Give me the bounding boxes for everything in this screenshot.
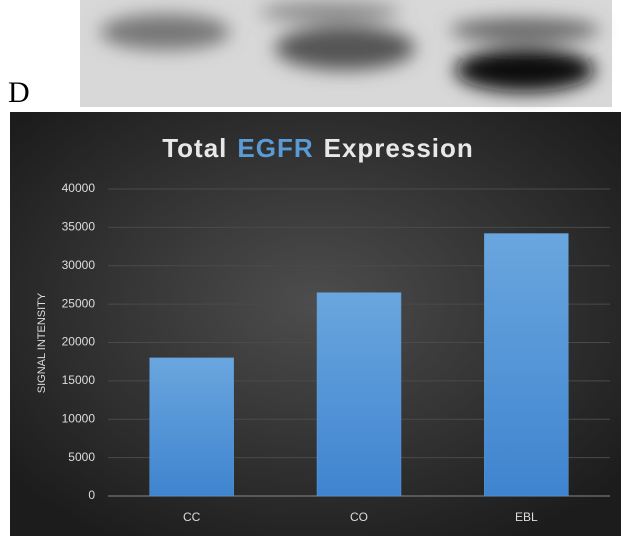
- y-tick-label: 10000: [62, 411, 96, 425]
- x-tick-label: EBL: [515, 510, 538, 524]
- y-tick-label: 30000: [62, 258, 96, 272]
- y-axis-label: SIGNAL INTENSITY: [36, 292, 48, 393]
- title-part: Expression: [324, 133, 474, 163]
- y-tick-label: 5000: [68, 450, 95, 464]
- panel-label: D: [8, 76, 30, 109]
- bar: [484, 233, 569, 497]
- chart-title: Total EGFR Expression: [162, 133, 474, 163]
- y-tick-label: 25000: [62, 296, 96, 310]
- title-part: EGFR: [237, 133, 313, 163]
- blot-image: [80, 0, 612, 107]
- x-tick-label: CC: [183, 510, 201, 524]
- y-tick-label: 20000: [62, 335, 96, 349]
- y-tick-label: 40000: [62, 181, 96, 195]
- x-tick-label: CO: [350, 510, 368, 524]
- bar: [149, 357, 234, 497]
- title-part: Total: [162, 133, 227, 163]
- bar: [316, 292, 402, 497]
- y-tick-label: 0: [88, 488, 95, 502]
- y-tick-label: 15000: [62, 373, 96, 387]
- y-tick-label: 35000: [62, 220, 96, 234]
